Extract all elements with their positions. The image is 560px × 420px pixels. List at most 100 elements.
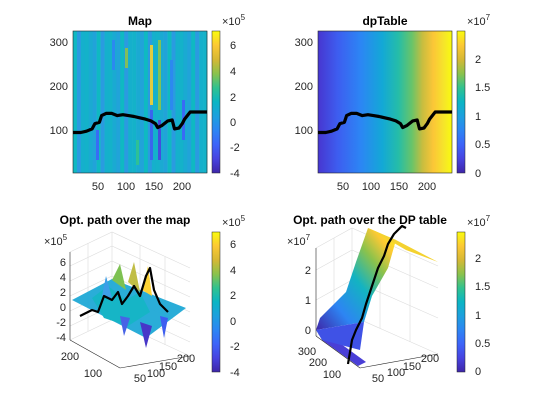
z-tick-label: 2 [305,265,311,277]
heatmap-cell [187,31,192,173]
colorbar-tick-label: 0 [475,366,481,378]
colorbar [456,30,466,174]
colorbar-tick-label: 2 [475,253,481,265]
colorbar-tick-label: 0.5 [475,338,490,350]
colorbar-tick-label: 4 [230,66,236,78]
y-tick-label: 100 [295,125,313,137]
panel-dptable: dpTable 50 100 150 200 100 200 300 ×107 … [295,13,491,193]
z-tick-label: -2 [56,317,66,329]
surface-peak [112,264,126,290]
heatmap-cell [80,31,86,173]
colorbar-multiplier: ×107 [467,214,491,229]
heatmap-cell [112,31,117,173]
heatmap-cell [159,31,164,173]
colorbar-tick-label: 0 [475,168,481,180]
heatmap-cell [175,31,180,173]
heatmap-cell [199,31,204,173]
heatmap-cell [125,48,128,68]
colorbar-tick-label: 1 [475,111,481,123]
x-tick-label: 150 [145,181,163,193]
axes-box [315,248,439,369]
heatmap-cell [167,31,172,173]
grid-lines [69,231,191,357]
colorbar-tick-label: -2 [230,142,240,154]
heatmap-cell [158,120,161,160]
heatmap-cell [183,31,188,173]
x-tick-label: 50 [372,373,384,385]
colorbar [456,231,466,373]
surface-trough [140,322,152,348]
x-tick-label: 50 [92,181,104,193]
z-tick-label: 1 [305,295,311,307]
surface-body [316,228,396,330]
x-tick-label: 150 [390,181,408,193]
colorbar-tick-label: -4 [230,168,240,180]
heatmap-cell [203,31,208,173]
heatmap-cell [151,31,157,173]
colorbar-multiplier: ×105 [222,13,246,28]
heatmap-cells [318,31,452,173]
x-tick-label: 100 [387,367,405,379]
surface-front-edge [322,336,366,366]
optimal-path-line [318,110,452,135]
z-tick-labels: 6 4 2 0 -2 -4 [56,257,66,344]
x-tick-label: 200 [418,181,436,193]
z-tick-labels: 2 1 0 [305,265,311,337]
x-tick-label: 100 [117,181,135,193]
y-tick-label: 200 [295,81,313,93]
colorbar-tick-label: 6 [230,40,236,52]
x-tick-labels: 50 100 150 200 [372,353,439,385]
heatmap-cell [120,31,125,173]
heatmap-cell [143,31,149,173]
heatmap-cell [179,31,184,173]
z-tick-label: 2 [60,287,66,299]
heatmap-cell [96,31,101,173]
heatmap-cell [88,31,93,173]
colorbar-tick-label: 1.5 [475,82,490,94]
x-tick-label: 200 [177,353,195,365]
x-tick-label: 150 [159,361,177,373]
x-tick-label: 50 [337,181,349,193]
surface-trough [160,316,168,338]
z-tick-label: 0 [305,325,311,337]
optimal-path-line [346,224,407,365]
panel-map: Map 50 100 150 200 100 200 300 ×105 6 4 … [50,13,246,193]
x-tick-label: 100 [362,181,380,193]
heatmap-cell [191,31,196,173]
surface-peak [142,266,152,296]
z-tick-label: 6 [60,257,66,269]
z-multiplier: ×107 [287,233,311,248]
y-tick-label: 200 [309,357,327,369]
y-tick-label: 100 [50,125,68,137]
optimal-path-line [73,110,207,135]
y-tick-labels: 100 200 300 [50,37,68,137]
heatmap-cell [136,140,139,165]
surface-peak [128,262,140,292]
y-tick-label: 200 [50,81,68,93]
x-tick-label: 50 [134,373,146,385]
heatmap-cells [73,31,208,173]
heatmap-cell [108,31,113,173]
heatmap-cell [158,40,161,110]
x-tick-labels: 50 100 150 200 [92,181,191,193]
heatmap-cell [150,110,153,160]
heatmap-cell [73,31,78,173]
colorbar-tick-label: 2 [230,92,236,104]
axes-box [69,252,191,369]
colorbar-tick-label: -4 [230,367,240,379]
x-tick-label: 150 [403,361,421,373]
surface-trough [120,316,130,336]
chart-title: Map [128,14,152,28]
y-tick-labels: 100 200 300 [295,37,313,137]
x-tick-labels: 50 100 150 200 [337,181,436,193]
axes-box [72,30,208,174]
x-tick-label: 200 [421,353,439,365]
z-multiplier: ×105 [44,233,68,248]
heatmap-cell [140,31,145,173]
z-tick-label: 0 [60,302,66,314]
heatmap-cell [132,31,137,173]
colorbar-tick-label: 2 [475,54,481,66]
colorbar-tick-label: 4 [230,265,236,277]
y-tick-label: 300 [50,37,68,49]
heatmap-cell [155,31,160,173]
